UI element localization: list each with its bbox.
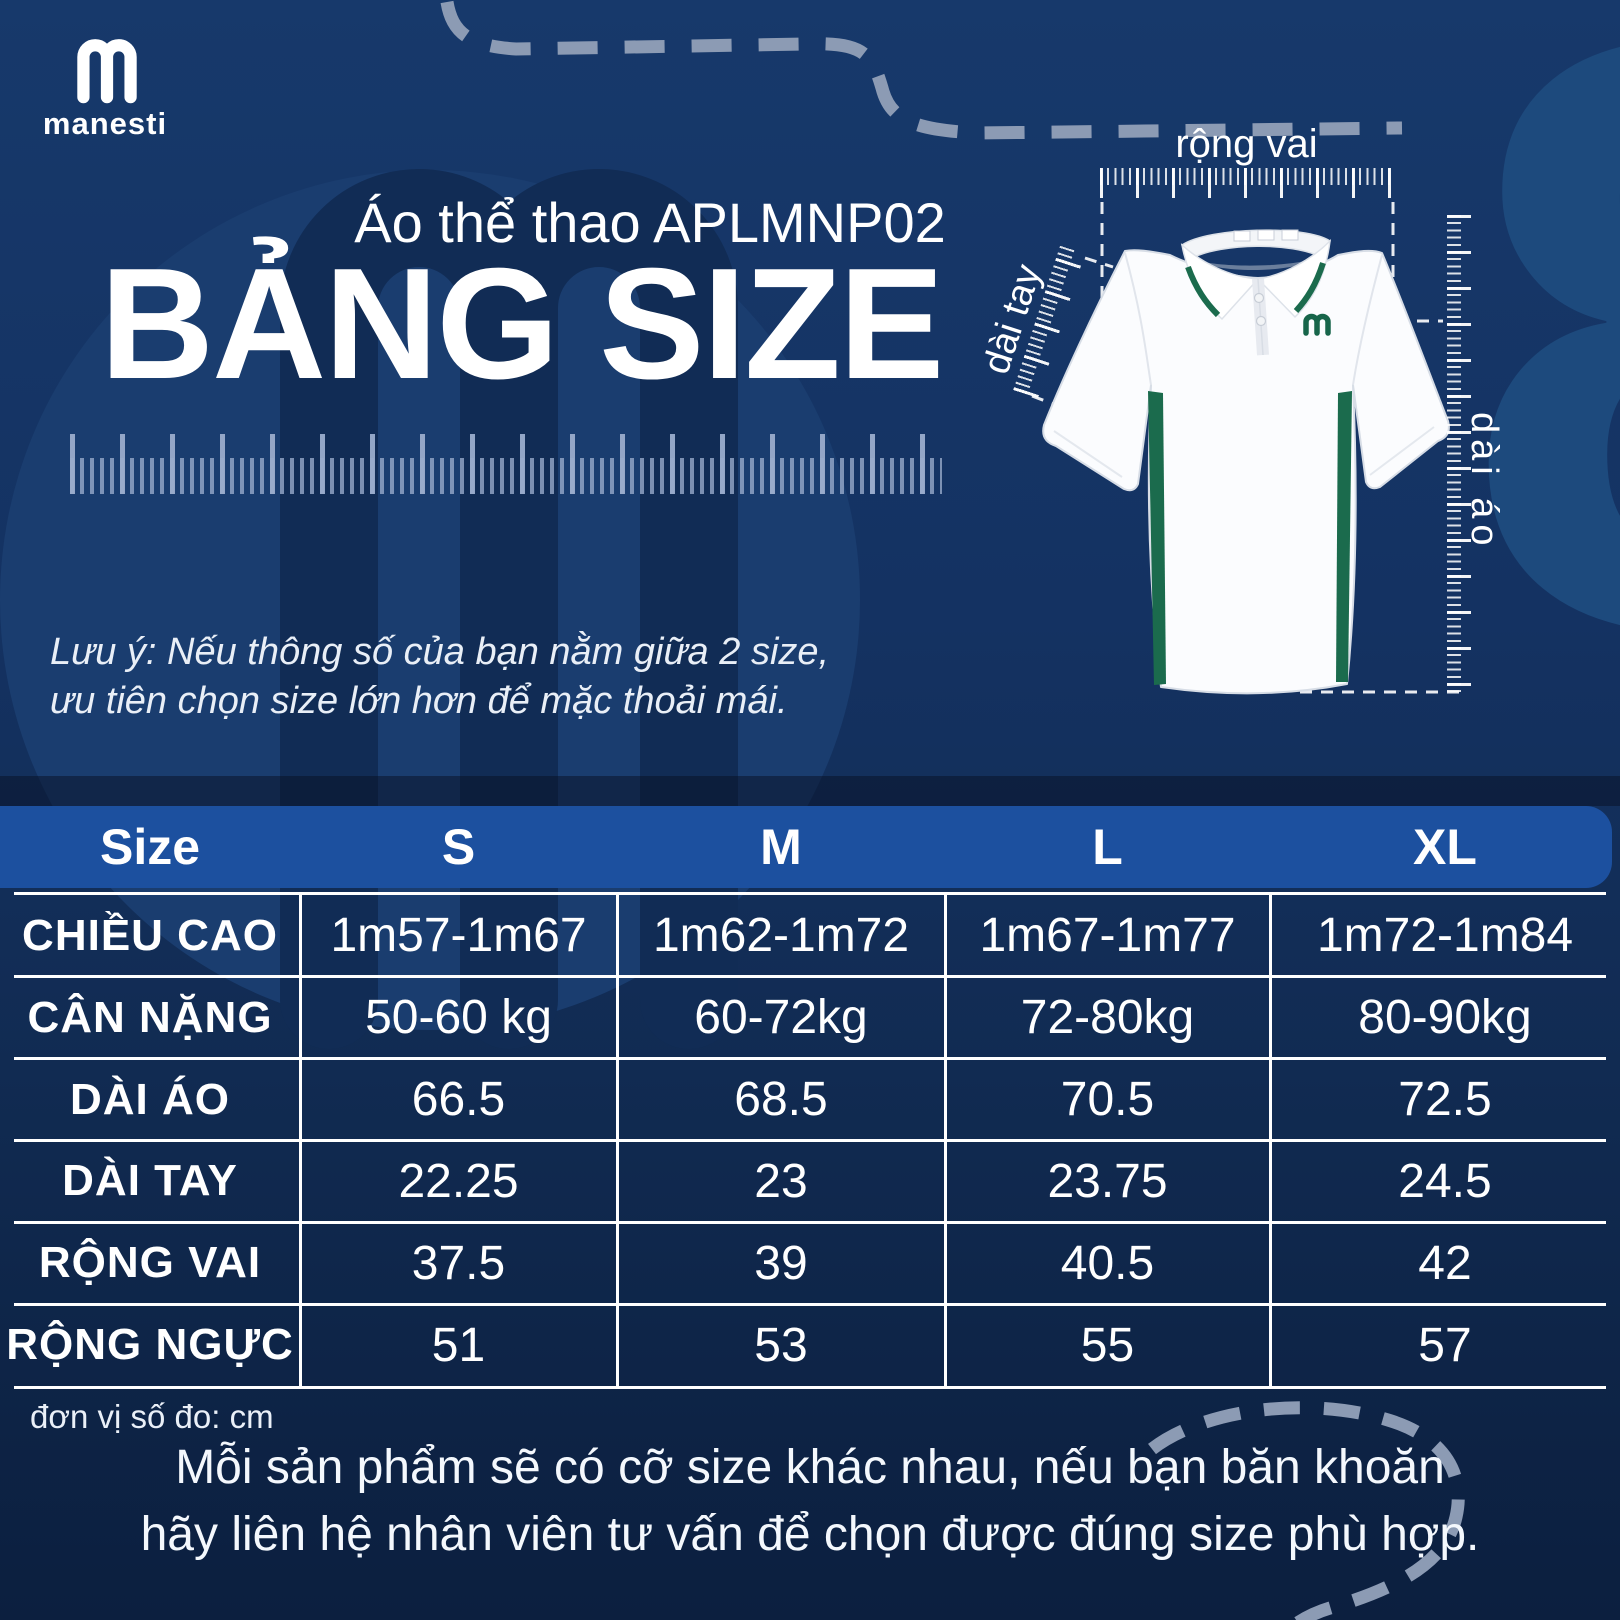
brand-wordmark: manesti — [42, 106, 168, 141]
shoulder-ruler — [1100, 168, 1393, 198]
cell-s: 1m57-1m67 — [330, 909, 587, 963]
chest-logo-m-icon — [1303, 313, 1331, 336]
footer-line-2: hãy liên hệ nhân viên tư vấn để chọn đượ… — [140, 1508, 1480, 1561]
row-label: RỘNG NGỰC — [6, 1320, 294, 1370]
cell-xl: 80-90kg — [1358, 991, 1532, 1045]
row-label: DÀI ÁO — [70, 1074, 230, 1124]
size-table: CHIỀU CAO 1m57-1m67 1m62-1m72 1m67-1m77 … — [0, 892, 1620, 1389]
cell-s: 37.5 — [411, 1236, 506, 1290]
column-header-size: Size — [99, 819, 201, 875]
table-row: CHIỀU CAO 1m57-1m67 1m62-1m72 1m67-1m77 … — [0, 895, 1620, 979]
table-border-bottom — [14, 1386, 1606, 1389]
size-table-header: Size S M L XL — [0, 806, 1612, 888]
table-row: DÀI TAY 22.25 23 23.75 24.5 — [0, 1140, 1620, 1224]
cell-m: 23 — [754, 1154, 808, 1208]
shirt-length-label: dài áo — [1463, 412, 1505, 552]
row-label: CÂN NẶNG — [27, 992, 273, 1042]
page-title: BẢNG SIZE — [100, 236, 944, 412]
cell-m: 60-72kg — [694, 991, 868, 1045]
cell-m: 53 — [754, 1318, 808, 1372]
column-header-xl: XL — [1413, 819, 1477, 875]
row-label: CHIỀU CAO — [22, 910, 278, 960]
row-label: DÀI TAY — [62, 1156, 238, 1206]
manesti-m-icon — [77, 39, 137, 104]
cell-xl: 57 — [1418, 1318, 1472, 1372]
cell-m: 1m62-1m72 — [652, 909, 910, 963]
cell-l: 1m67-1m77 — [979, 909, 1236, 963]
cell-l: 55 — [1080, 1318, 1135, 1372]
note-line-2: ưu tiên chọn size lớn hơn để mặc thoải m… — [50, 680, 788, 722]
top-dashed-curve — [440, 0, 1403, 140]
cell-xl: 72.5 — [1398, 1073, 1492, 1127]
table-border-top — [14, 892, 1606, 895]
unit-note: đơn vị số đo: cm — [30, 1398, 274, 1435]
cell-s: 51 — [431, 1318, 486, 1372]
column-header-m: M — [760, 819, 802, 875]
cell-l: 40.5 — [1060, 1236, 1155, 1290]
table-row: RỘNG NGỰC 51 53 55 57 — [0, 1304, 1620, 1386]
shoulder-width-label: rộng vai — [1175, 122, 1318, 166]
note-text: Lưu ý: Nếu thông số của bạn nằm giữa 2 s… — [50, 628, 850, 726]
footer-text: Mỗi sản phẩm sẽ có cỡ size khác nhau, nế… — [0, 1434, 1620, 1568]
table-top-shade — [0, 776, 1620, 806]
column-header-l: L — [1092, 819, 1123, 875]
table-body: CHIỀU CAO 1m57-1m67 1m62-1m72 1m67-1m77 … — [0, 895, 1620, 1386]
bottom-dashed-curve — [1148, 1401, 1465, 1620]
cell-l: 70.5 — [1060, 1073, 1155, 1127]
length-ruler — [1447, 215, 1473, 693]
cell-s: 50-60 kg — [365, 991, 552, 1045]
cell-xl: 1m72-1m84 — [1316, 909, 1574, 963]
cell-l: 23.75 — [1047, 1154, 1168, 1208]
table-row: CÂN NẶNG 50-60 kg 60-72kg 72-80kg 80-90k… — [0, 977, 1620, 1060]
cell-xl: 24.5 — [1398, 1154, 1492, 1208]
product-subtitle: Áo thể thao APLMNP02 — [354, 191, 946, 254]
cell-l: 72-80kg — [1020, 991, 1195, 1045]
decorative-ruler — [70, 434, 942, 494]
cell-s: 66.5 — [411, 1073, 506, 1127]
cell-s: 22.25 — [398, 1154, 519, 1208]
column-header-s: S — [441, 819, 476, 875]
note-line-1: Lưu ý: Nếu thông số của bạn nằm giữa 2 s… — [50, 631, 830, 673]
footer-line-1: Mỗi sản phẩm sẽ có cỡ size khác nhau, nế… — [175, 1441, 1445, 1494]
table-row: RỘNG VAI 37.5 39 40.5 42 — [0, 1222, 1620, 1306]
table-row: DÀI ÁO 66.5 68.5 70.5 72.5 — [0, 1059, 1620, 1142]
cell-m: 68.5 — [734, 1073, 828, 1127]
numeral-8-watermark: 8 — [1462, 0, 1620, 755]
cell-xl: 42 — [1418, 1236, 1472, 1290]
polo-shirt-image — [1042, 229, 1450, 695]
row-label: RỘNG VAI — [38, 1238, 262, 1288]
cell-m: 39 — [754, 1236, 808, 1290]
